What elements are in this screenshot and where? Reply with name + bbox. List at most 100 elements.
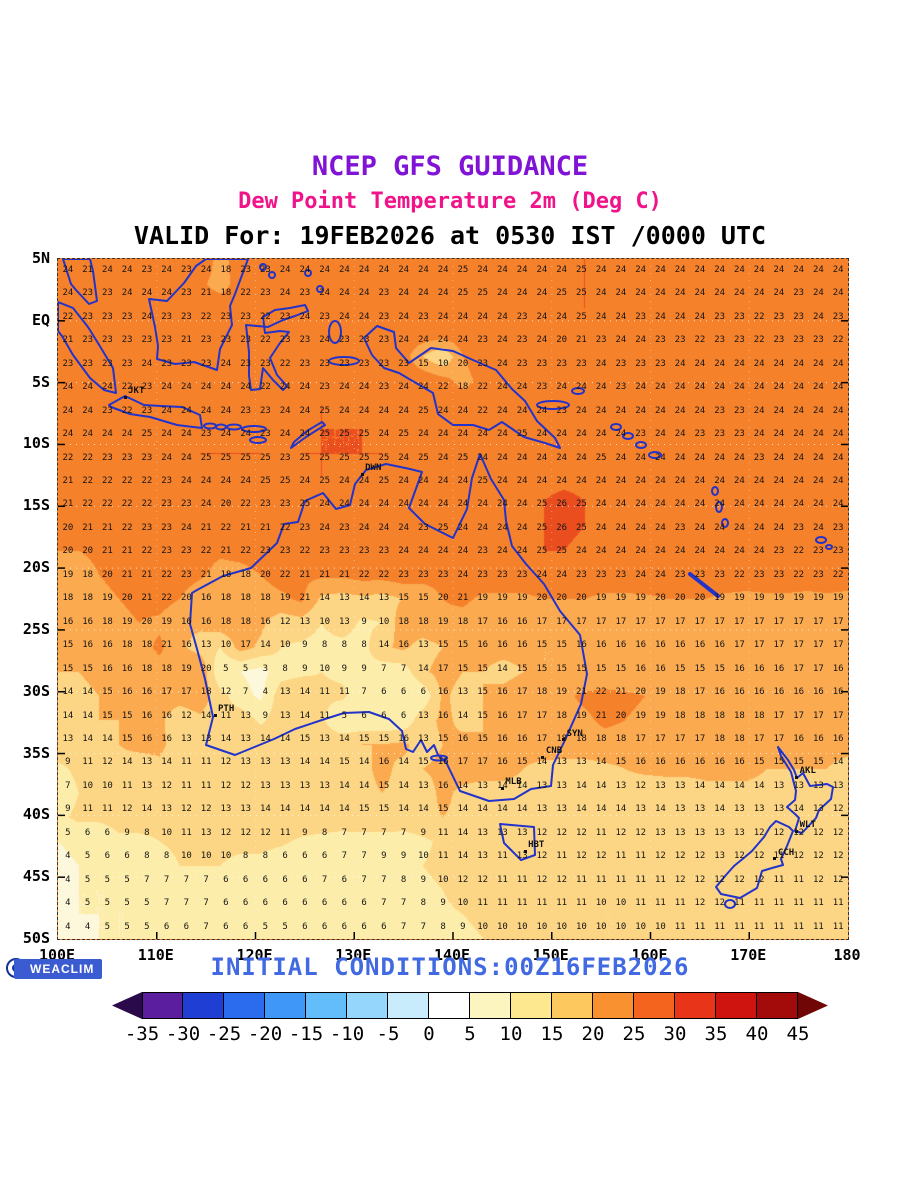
dewpoint-value: 17 bbox=[733, 616, 745, 627]
dewpoint-value: 23 bbox=[536, 358, 548, 369]
dewpoint-value: 10 bbox=[477, 921, 489, 932]
dewpoint-value: 23 bbox=[338, 335, 350, 346]
dewpoint-value: 5 bbox=[124, 874, 130, 885]
dewpoint-value: 18 bbox=[674, 687, 686, 698]
dewpoint-value: 24 bbox=[161, 429, 173, 440]
dewpoint-value: 24 bbox=[615, 499, 627, 510]
dewpoint-value: 22 bbox=[200, 311, 212, 322]
dewpoint-value: 16 bbox=[793, 733, 805, 744]
dewpoint-value: 15 bbox=[437, 804, 449, 815]
dewpoint-value: 7 bbox=[242, 687, 249, 698]
dewpoint-value: 23 bbox=[536, 382, 548, 393]
dewpoint-value: 24 bbox=[694, 452, 706, 463]
dewpoint-value: 7 bbox=[361, 687, 367, 698]
grid-number-row: 5 6 6 9 8 10 11 13 12 12 12 11 9 8 7 7 7 7 9 11 14 13 13 13 12 12… bbox=[58, 822, 848, 845]
coast-australia bbox=[189, 453, 588, 802]
dewpoint-value: 6 bbox=[242, 874, 249, 885]
grid-number-row: 24 24 23 22 23 24 24 24 24 23 23 24 24 25 24 24 24 24 25 24… bbox=[58, 400, 848, 423]
dewpoint-value: 24 bbox=[635, 476, 647, 487]
dewpoint-value: 25 bbox=[536, 499, 548, 510]
dewpoint-value: 24 bbox=[714, 288, 726, 299]
dewpoint-value: 8 bbox=[321, 827, 328, 838]
dewpoint-value: 16 bbox=[812, 733, 824, 744]
dewpoint-value: 24 bbox=[161, 288, 173, 299]
dewpoint-value: 24 bbox=[615, 405, 627, 416]
dewpoint-value: 19 bbox=[635, 710, 647, 721]
dewpoint-value: 17 bbox=[477, 757, 489, 768]
dewpoint-value: 25 bbox=[279, 476, 291, 487]
grid-number-row: 21 23 23 23 23 23 21 23 23 23 22 23 23 24 23 23 23 24 24 24… bbox=[58, 329, 848, 352]
dewpoint-value: 6 bbox=[341, 921, 348, 932]
dewpoint-value: 14 bbox=[733, 780, 745, 791]
dewpoint-value: 13 bbox=[279, 780, 291, 791]
dewpoint-value: 24 bbox=[338, 382, 350, 393]
dewpoint-value: 11 bbox=[773, 921, 785, 932]
dewpoint-value: 23 bbox=[635, 429, 647, 440]
dewpoint-value: 13 bbox=[575, 757, 587, 768]
dewpoint-value: 15 bbox=[477, 733, 489, 744]
dewpoint-value: 22 bbox=[279, 569, 291, 580]
dewpoint-value: 24 bbox=[299, 311, 311, 322]
dewpoint-value: 5 bbox=[144, 921, 150, 932]
lat-label-25S: 25S bbox=[22, 619, 50, 638]
dewpoint-value: 16 bbox=[832, 687, 844, 698]
grid-number-row: 18 18 19 20 21 22 20 16 18 18 18 19 21 14 13 14 13 15 15 20… bbox=[58, 587, 848, 610]
dewpoint-value: 5 bbox=[104, 898, 111, 909]
dewpoint-value: 24 bbox=[496, 265, 508, 275]
dewpoint-value: 25 bbox=[575, 311, 587, 322]
colorbar-segment bbox=[224, 992, 265, 1019]
dewpoint-value: 15 bbox=[536, 640, 548, 651]
dewpoint-value: 24 bbox=[121, 265, 133, 275]
dewpoint-value: 16 bbox=[180, 640, 192, 651]
dewpoint-value: 15 bbox=[575, 663, 587, 674]
dewpoint-value: 12 bbox=[161, 780, 173, 791]
dewpoint-value: 24 bbox=[595, 265, 607, 275]
dewpoint-value: 12 bbox=[714, 898, 726, 909]
dewpoint-value: 24 bbox=[654, 522, 666, 533]
dewpoint-value: 15 bbox=[674, 663, 686, 674]
dewpoint-value: 11 bbox=[556, 898, 568, 909]
dewpoint-value: 25 bbox=[299, 452, 311, 463]
dewpoint-value: 24 bbox=[773, 358, 785, 369]
dewpoint-value: 15 bbox=[437, 733, 449, 744]
dewpoint-value: 24 bbox=[654, 452, 666, 463]
dewpoint-value: 24 bbox=[417, 288, 429, 299]
dewpoint-value: 9 bbox=[65, 757, 71, 768]
dewpoint-value: 24 bbox=[358, 476, 370, 487]
dewpoint-value: 12 bbox=[220, 687, 232, 698]
dewpoint-value: 13 bbox=[496, 827, 508, 838]
dewpoint-value: 24 bbox=[714, 358, 726, 369]
dewpoint-value: 25 bbox=[575, 522, 587, 533]
dewpoint-value: 24 bbox=[753, 476, 765, 487]
dewpoint-value: 24 bbox=[556, 382, 568, 393]
dewpoint-value: 23 bbox=[161, 335, 173, 346]
dewpoint-value: 18 bbox=[595, 733, 607, 744]
city-marker-AKL bbox=[795, 775, 799, 779]
dewpoint-value: 24 bbox=[358, 522, 370, 533]
dewpoint-value: 14 bbox=[595, 780, 607, 791]
dewpoint-value: 13 bbox=[319, 733, 331, 744]
dewpoint-value: 23 bbox=[793, 311, 805, 322]
dewpoint-value: 11 bbox=[714, 921, 726, 932]
dewpoint-value: 6 bbox=[341, 898, 348, 909]
dewpoint-value: 14 bbox=[161, 757, 173, 768]
dewpoint-value: 23 bbox=[516, 311, 528, 322]
dewpoint-value: 12 bbox=[694, 874, 706, 885]
dewpoint-value: 7 bbox=[203, 921, 209, 932]
dewpoint-value: 6 bbox=[223, 874, 229, 885]
dewpoint-value: 24 bbox=[496, 311, 508, 322]
dewpoint-value: 24 bbox=[82, 405, 94, 416]
dewpoint-value: 24 bbox=[299, 265, 311, 275]
weather-map-plot: 5N EQ 5S 10S 15S 20S 25S 30S 35S 40S 45S 50S 100E 11… bbox=[0, 249, 900, 998]
dewpoint-value: 25 bbox=[398, 429, 410, 440]
dewpoint-value: 12 bbox=[536, 827, 548, 838]
dewpoint-value: 14 bbox=[575, 780, 587, 791]
dewpoint-value: 25 bbox=[220, 452, 232, 463]
dewpoint-value: 18 bbox=[82, 569, 94, 580]
dewpoint-value: 24 bbox=[378, 265, 390, 275]
dewpoint-value: 24 bbox=[62, 405, 74, 416]
dewpoint-value: 15 bbox=[595, 663, 607, 674]
dewpoint-value: 11 bbox=[635, 851, 647, 862]
dewpoint-value: 24 bbox=[200, 405, 212, 416]
dewpoint-value: 7 bbox=[361, 851, 367, 862]
